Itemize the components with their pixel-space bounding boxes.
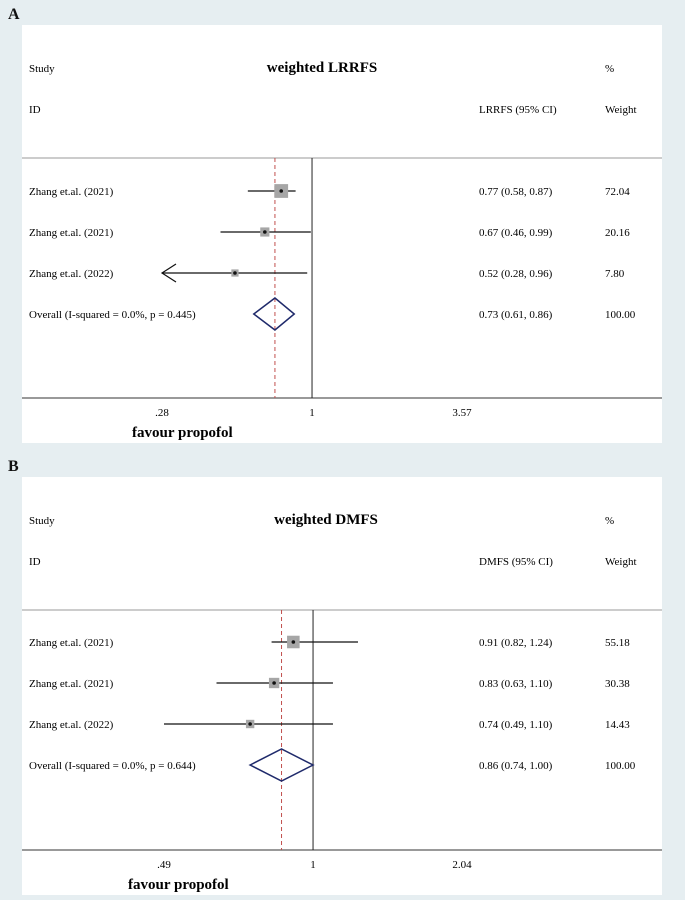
- header-id: ID: [29, 104, 41, 116]
- study-weight-text: 55.18: [605, 637, 630, 649]
- study-ci-text: 0.52 (0.28, 0.96): [479, 268, 553, 280]
- study-label: Zhang et.al. (2022): [29, 268, 114, 280]
- study-weight-text: 72.04: [605, 186, 630, 198]
- forest-plot-a-background: Study weighted LRRFS% ID LRRFS (95% CI) Weig…: [22, 25, 662, 443]
- x-tick-label: 1: [309, 407, 315, 419]
- panel-label-a: A: [8, 6, 20, 23]
- overall-ci-text: 0.86 (0.74, 1.00): [479, 760, 553, 772]
- overall-diamond: [252, 297, 296, 331]
- overall-diamond: [248, 748, 315, 782]
- chart-title: weighted LRRFS: [267, 60, 377, 76]
- forest-plot-b-background: Study weighted DMFS% ID DMFS (95% CI) Weight…: [22, 477, 662, 895]
- overall-label: Overall (I-squared = 0.0%, p = 0.445): [29, 309, 196, 321]
- header-estimate: DMFS (95% CI): [479, 556, 553, 568]
- study-label: Zhang et.al. (2022): [29, 719, 114, 731]
- study-point-estimate: [279, 189, 284, 193]
- x-axis-label: favour propofol: [132, 425, 233, 441]
- header-percent: %: [605, 63, 614, 75]
- x-tick-label: .28: [155, 407, 169, 419]
- header-study: Study: [29, 515, 55, 527]
- header-id: ID: [29, 556, 41, 568]
- study-ci-text: 0.74 (0.49, 1.10): [479, 719, 553, 731]
- study-point-estimate: [272, 681, 276, 685]
- overall-weight-text: 100.00: [605, 760, 636, 772]
- header-weight: Weight: [605, 104, 637, 116]
- ci-truncation-arrow: [160, 263, 177, 283]
- overall-label: Overall (I-squared = 0.0%, p = 0.644): [29, 760, 196, 772]
- study-weight-text: 30.38: [605, 678, 630, 690]
- x-tick-label: 3.57: [452, 407, 472, 419]
- study-ci-text: 0.91 (0.82, 1.24): [479, 637, 553, 649]
- study-weight-text: 7.80: [605, 268, 625, 280]
- study-label: Zhang et.al. (2021): [29, 637, 114, 649]
- study-label: Zhang et.al. (2021): [29, 186, 114, 198]
- study-ci-text: 0.67 (0.46, 0.99): [479, 227, 553, 239]
- chart-title: weighted DMFS: [274, 512, 378, 528]
- study-label: Zhang et.al. (2021): [29, 678, 114, 690]
- panel-label-b: B: [8, 458, 19, 475]
- overall-weight-text: 100.00: [605, 309, 636, 321]
- study-weight-text: 14.43: [605, 719, 630, 731]
- x-tick-label: 1: [310, 859, 316, 871]
- overall-ci-text: 0.73 (0.61, 0.86): [479, 309, 553, 321]
- study-point-estimate: [263, 230, 267, 234]
- study-ci-text: 0.77 (0.58, 0.87): [479, 186, 553, 198]
- forest-plot-b: Study weighted DMFS % ID DMFS (95% CI) Weight…: [22, 512, 662, 893]
- study-weight-text: 20.16: [605, 227, 630, 239]
- header-study: Study: [29, 63, 55, 75]
- study-point-estimate: [291, 640, 296, 644]
- forest-plot-a: Study weighted LRRFS % ID LRRFS (95% CI) Weig…: [22, 60, 662, 441]
- study-ci-text: 0.83 (0.63, 1.10): [479, 678, 553, 690]
- study-point-estimate: [233, 271, 237, 275]
- header-estimate: LRRFS (95% CI): [479, 104, 557, 116]
- x-tick-label: 2.04: [452, 859, 472, 871]
- header-weight: Weight: [605, 556, 637, 568]
- study-label: Zhang et.al. (2021): [29, 227, 114, 239]
- header-percent: %: [605, 515, 614, 527]
- x-axis-label: favour propofol: [128, 877, 229, 893]
- study-point-estimate: [248, 722, 252, 726]
- x-tick-label: .49: [157, 859, 171, 871]
